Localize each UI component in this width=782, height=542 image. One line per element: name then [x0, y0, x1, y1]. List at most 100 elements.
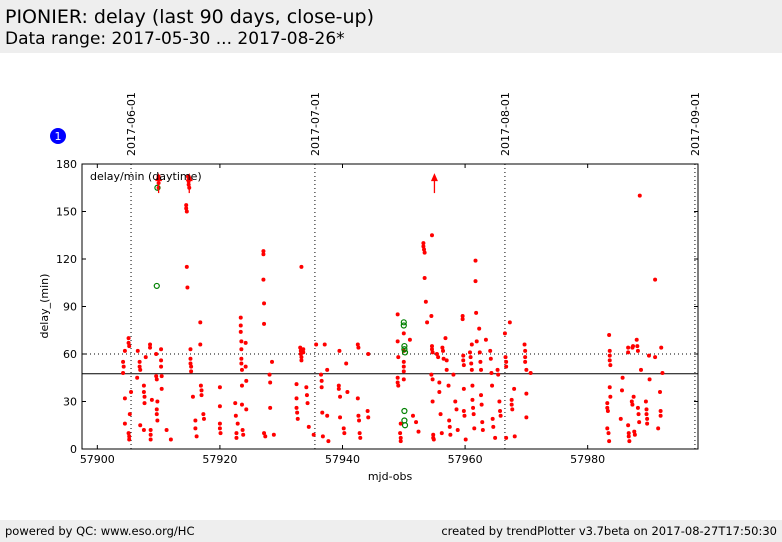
data-point — [646, 353, 651, 358]
data-point — [512, 434, 517, 439]
data-point — [319, 385, 324, 390]
data-point — [234, 435, 239, 440]
data-point — [126, 340, 131, 345]
data-point — [647, 377, 652, 382]
data-point — [244, 378, 249, 383]
data-point — [217, 385, 222, 390]
data-point — [479, 402, 484, 407]
data-point — [503, 355, 508, 360]
data-point — [510, 407, 515, 412]
data-point — [631, 394, 636, 399]
data-point — [607, 353, 612, 358]
data-point — [605, 401, 610, 406]
data-point — [502, 331, 507, 336]
data-point — [431, 432, 436, 437]
data-point — [199, 388, 204, 393]
data-point — [217, 404, 222, 409]
data-point — [407, 337, 412, 342]
y-tick-label: 120 — [56, 253, 77, 266]
data-point — [461, 353, 466, 358]
data-point — [524, 367, 529, 372]
data-point — [336, 386, 341, 391]
data-point — [159, 374, 164, 379]
data-point — [188, 361, 193, 366]
data-point — [319, 378, 324, 383]
data-point — [430, 350, 435, 355]
data-point — [342, 431, 347, 436]
data-point — [239, 367, 244, 372]
data-point — [522, 342, 527, 347]
data-point — [198, 383, 203, 388]
data-point — [239, 339, 244, 344]
data-point — [395, 380, 400, 385]
data-point — [337, 348, 342, 353]
data-range-subtitle: Data range: 2017-05-30 ... 2017-08-26* — [5, 29, 345, 49]
data-point — [154, 407, 159, 412]
data-point — [190, 394, 195, 399]
data-point — [469, 361, 474, 366]
data-point — [436, 355, 441, 360]
page-title: PIONIER: delay (last 90 days, close-up) — [5, 6, 375, 28]
data-point — [498, 409, 503, 413]
date-marker-label: 2017-07-01 — [309, 92, 322, 156]
data-point — [298, 345, 303, 350]
y-tick-label: 30 — [63, 396, 77, 409]
data-point — [523, 348, 528, 353]
data-point — [233, 413, 238, 418]
data-point — [659, 345, 664, 350]
data-point — [489, 371, 494, 375]
data-point — [189, 364, 194, 369]
data-point — [653, 277, 658, 282]
data-point — [401, 331, 406, 336]
data-point — [135, 348, 140, 353]
data-point — [126, 336, 131, 341]
date-marker-label: 2017-09-01 — [689, 92, 702, 156]
upper-limit-arrows — [155, 173, 438, 194]
data-point — [504, 435, 509, 440]
data-point — [401, 377, 406, 382]
plot-badge[interactable]: 1 — [50, 128, 66, 144]
data-point — [626, 345, 631, 350]
data-point — [478, 359, 483, 364]
axes-ticks: 57900 57920 57940 57960 57980 0 30 60 90 120 150 18… — [56, 158, 698, 466]
data-point — [127, 344, 132, 349]
data-point — [129, 390, 134, 394]
data-point — [262, 321, 267, 326]
data-point — [126, 431, 131, 436]
chart-annotation: delay/min (daytime) — [90, 170, 202, 183]
data-point — [523, 355, 528, 360]
data-point — [495, 367, 500, 372]
data-point — [398, 435, 403, 440]
data-point — [239, 402, 244, 407]
data-point — [322, 342, 327, 347]
data-point — [306, 424, 311, 429]
data-point — [462, 413, 467, 418]
data-point — [164, 428, 169, 432]
data-point — [524, 391, 529, 396]
data-point — [356, 413, 361, 418]
data-point — [524, 415, 529, 420]
data-point — [490, 383, 495, 388]
data-point — [472, 426, 477, 431]
data-point — [504, 359, 509, 364]
data-point — [626, 423, 631, 428]
data-point — [480, 428, 485, 432]
data-point — [636, 412, 641, 417]
data-point — [496, 372, 501, 377]
upper-limit-arrow-head — [155, 173, 163, 182]
data-point — [357, 431, 362, 436]
data-point — [235, 421, 240, 426]
data-point — [421, 244, 426, 249]
data-point — [483, 337, 488, 342]
data-point — [619, 388, 624, 393]
data-point — [488, 348, 493, 353]
data-point — [635, 348, 640, 353]
data-point — [468, 355, 473, 360]
data-point — [243, 364, 248, 369]
data-point — [135, 375, 140, 380]
data-point — [365, 409, 370, 413]
data-point — [217, 421, 222, 426]
data-point — [261, 249, 266, 254]
data-point — [470, 397, 475, 402]
data-point — [193, 418, 198, 423]
